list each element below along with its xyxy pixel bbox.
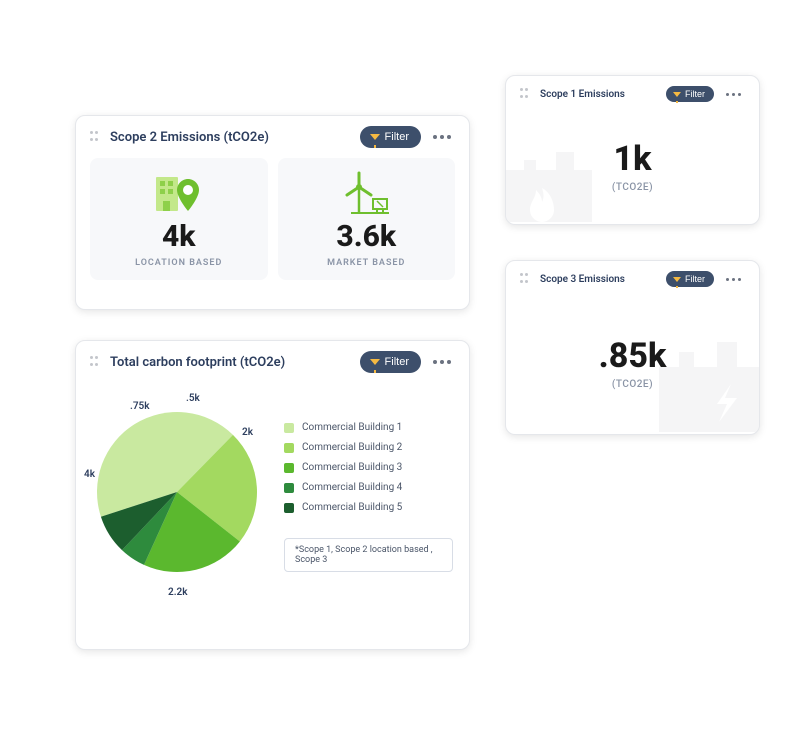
bolt-illustration — [639, 322, 759, 432]
drag-icon[interactable] — [520, 88, 532, 100]
footnote: *Scope 1, Scope 2 location based , Scope… — [284, 538, 453, 572]
card-title: Scope 3 Emissions — [540, 274, 658, 285]
scope1-card: Scope 1 Emissions Filter 1k (TCO2E) — [505, 75, 760, 225]
filter-button[interactable]: Filter — [666, 86, 714, 102]
legend-label: Commercial Building 5 — [302, 502, 402, 513]
legend-label: Commercial Building 2 — [302, 442, 402, 453]
card-title: Scope 2 Emissions (tCO2e) — [110, 130, 352, 145]
pie-slice-label: 2k — [242, 427, 253, 438]
filter-icon — [673, 277, 681, 282]
pie-slice-label: 4k — [84, 469, 95, 480]
legend-swatch — [284, 503, 294, 513]
legend-label: Commercial Building 3 — [302, 462, 402, 473]
legend-item: Commercial Building 5 — [284, 502, 453, 513]
card-header: Total carbon footprint (tCO2e) Filter — [76, 341, 469, 383]
metric-label: MARKET BASED — [327, 258, 405, 268]
filter-label: Filter — [385, 356, 409, 368]
filter-button[interactable]: Filter — [666, 271, 714, 287]
legend-swatch — [284, 443, 294, 453]
legend-label: Commercial Building 1 — [302, 422, 402, 433]
card-header: Scope 2 Emissions (tCO2e) Filter — [76, 116, 469, 158]
metric-unit: (TCO2E) — [612, 182, 653, 193]
pie-wrap: 4k2.2k2k.5k.75k — [92, 387, 272, 587]
metric-value: 1k — [614, 142, 652, 176]
footprint-card: Total carbon footprint (tCO2e) Filter 4k… — [75, 340, 470, 650]
filter-label: Filter — [685, 89, 705, 99]
scope3-body: .85k (TCO2E) — [506, 297, 759, 432]
filter-button[interactable]: Filter — [360, 126, 421, 148]
flame-illustration — [506, 132, 616, 222]
building-pin-icon — [152, 170, 206, 216]
pie-slice-label: 2.2k — [168, 587, 188, 598]
filter-icon — [673, 92, 681, 97]
drag-icon[interactable] — [90, 356, 102, 368]
more-button[interactable] — [722, 274, 745, 285]
metric-value: 4k — [162, 222, 196, 252]
scope2-body: 4k LOCATION BASED 3.6k MARKET — [76, 158, 469, 294]
pie-slice-label: .75k — [130, 401, 150, 412]
drag-icon[interactable] — [520, 273, 532, 285]
legend-swatch — [284, 463, 294, 473]
legend-item: Commercial Building 3 — [284, 462, 453, 473]
scope3-card: Scope 3 Emissions Filter .85k (TCO2E) — [505, 260, 760, 435]
market-based-metric: 3.6k MARKET BASED — [278, 158, 456, 280]
filter-icon — [370, 359, 380, 365]
location-based-metric: 4k LOCATION BASED — [90, 158, 268, 280]
filter-icon — [370, 134, 380, 140]
pie-chart — [92, 407, 262, 577]
legend-swatch — [284, 423, 294, 433]
metric-label: LOCATION BASED — [135, 258, 222, 268]
legend-swatch — [284, 483, 294, 493]
more-button[interactable] — [722, 89, 745, 100]
drag-icon[interactable] — [90, 131, 102, 143]
more-button[interactable] — [429, 131, 455, 143]
scope1-body: 1k (TCO2E) — [506, 112, 759, 222]
legend: Commercial Building 1 Commercial Building… — [284, 387, 453, 587]
legend-item: Commercial Building 1 — [284, 422, 453, 433]
pie-slice-label: .5k — [186, 393, 200, 404]
card-title: Total carbon footprint (tCO2e) — [110, 355, 352, 370]
legend-item: Commercial Building 2 — [284, 442, 453, 453]
metric-value: 3.6k — [336, 222, 396, 252]
footprint-body: 4k2.2k2k.5k.75k Commercial Building 1Com… — [76, 383, 469, 597]
more-button[interactable] — [429, 356, 455, 368]
card-title: Scope 1 Emissions — [540, 89, 658, 100]
filter-button[interactable]: Filter — [360, 351, 421, 373]
filter-label: Filter — [685, 274, 705, 284]
filter-label: Filter — [385, 131, 409, 143]
scope2-card: Scope 2 Emissions (tCO2e) Filter 4k — [75, 115, 470, 310]
wind-turbine-icon — [339, 170, 393, 216]
card-header: Scope 1 Emissions Filter — [506, 76, 759, 112]
legend-label: Commercial Building 4 — [302, 482, 402, 493]
card-header: Scope 3 Emissions Filter — [506, 261, 759, 297]
legend-item: Commercial Building 4 — [284, 482, 453, 493]
